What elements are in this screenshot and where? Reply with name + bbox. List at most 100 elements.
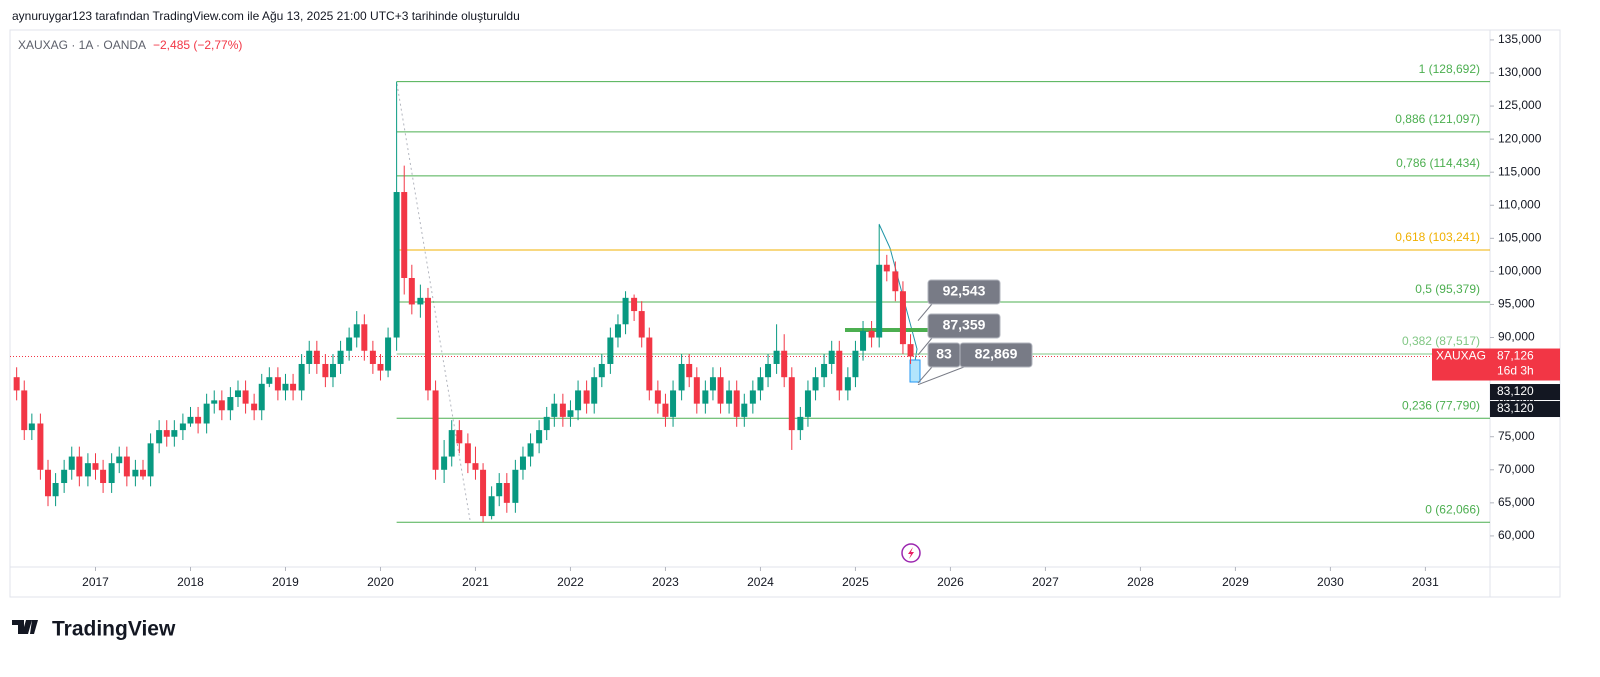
candle-body xyxy=(13,377,20,391)
candle-body xyxy=(797,416,804,431)
candle-body xyxy=(227,397,234,411)
candle-body xyxy=(456,430,463,444)
brand-mark xyxy=(12,620,38,634)
y-tick-label: 125,000 xyxy=(1498,98,1542,112)
x-tick-label: 2026 xyxy=(937,575,964,589)
candle-body xyxy=(622,297,629,325)
candle-body xyxy=(686,363,693,378)
candle-body xyxy=(37,423,44,470)
candle-body xyxy=(812,377,819,391)
y-tick-label: 135,000 xyxy=(1498,32,1542,46)
candle-body xyxy=(717,377,724,404)
candle-body xyxy=(432,390,439,470)
brand-logo[interactable]: TradingView xyxy=(12,618,176,641)
candle-body xyxy=(503,483,510,503)
candle-body xyxy=(68,456,75,470)
candle-body xyxy=(218,400,225,411)
fib-label: 0,886 (121,097) xyxy=(1395,112,1480,126)
candle-body xyxy=(424,297,431,391)
candle-body xyxy=(567,410,574,417)
candle-body xyxy=(654,390,661,404)
candle-body xyxy=(179,423,186,431)
candle-body xyxy=(472,463,479,470)
candle-body xyxy=(536,430,543,444)
candle-body xyxy=(61,469,68,484)
y-tick-label: 130,000 xyxy=(1498,65,1542,79)
candle-body xyxy=(788,377,795,431)
x-tick-label: 2025 xyxy=(842,575,869,589)
candle-body xyxy=(757,377,764,391)
candle-body xyxy=(512,469,519,503)
callout-label: 82,869 xyxy=(975,346,1018,362)
x-tick-label: 2029 xyxy=(1222,575,1249,589)
candle-body xyxy=(583,390,590,404)
candle-body xyxy=(614,324,621,338)
x-tick-label: 2024 xyxy=(747,575,774,589)
y-tick-label: 75,000 xyxy=(1498,429,1535,443)
candle-body xyxy=(298,363,305,391)
candle-body xyxy=(123,456,130,477)
fib-label: 0 (62,066) xyxy=(1425,502,1480,516)
candle-body xyxy=(709,377,716,391)
candle-body xyxy=(116,456,123,464)
candle-body xyxy=(836,350,843,391)
candle-body xyxy=(322,363,329,378)
x-tick-label: 2031 xyxy=(1412,575,1439,589)
candle-body xyxy=(163,430,170,437)
candle-body xyxy=(448,430,455,457)
symbol-line[interactable]: XAUXAG · 1A · OANDA xyxy=(18,38,146,52)
callout-label: 87,359 xyxy=(943,317,986,333)
callout-pointer xyxy=(917,303,933,322)
fib-label: 1 (128,692) xyxy=(1419,62,1480,76)
fib-label: 0,382 (87,517) xyxy=(1402,334,1480,348)
x-tick-label: 2017 xyxy=(82,575,109,589)
candle-body xyxy=(907,344,914,357)
candle-body xyxy=(519,456,526,470)
x-tick-label: 2030 xyxy=(1317,575,1344,589)
candle-body xyxy=(804,390,811,417)
candle-body xyxy=(693,377,700,404)
y-tick-label: 110,000 xyxy=(1498,197,1541,211)
candle-body xyxy=(417,297,424,305)
y-tick-label: 95,000 xyxy=(1498,297,1535,311)
axis-marker-label: 83,120 xyxy=(1497,384,1534,398)
candle-body xyxy=(234,390,241,398)
candle-body xyxy=(346,337,353,351)
candle-body xyxy=(21,390,28,431)
candle-body xyxy=(290,383,297,391)
x-tick-label: 2027 xyxy=(1032,575,1059,589)
candle-body xyxy=(195,416,202,424)
chart-frame xyxy=(9,29,1561,598)
candle-body xyxy=(84,463,91,477)
candle-body xyxy=(575,390,582,411)
candle-body xyxy=(883,264,890,272)
candle-body xyxy=(211,400,218,404)
candle-body xyxy=(187,416,194,424)
candle-body xyxy=(899,291,906,345)
countdown: 16d 3h xyxy=(1497,364,1534,378)
candle-body xyxy=(598,363,605,378)
candle-body xyxy=(408,277,415,305)
candle-body xyxy=(527,443,534,457)
callout-box xyxy=(959,342,1033,368)
event-icon[interactable] xyxy=(901,543,921,563)
callout-pointer xyxy=(917,366,965,386)
candle-body xyxy=(868,330,875,338)
candle-body xyxy=(258,383,265,411)
candle-body xyxy=(646,337,653,391)
candle-body xyxy=(353,324,360,338)
price-change: −2,485 (−2,77%) xyxy=(153,38,242,52)
fib-label: 0,786 (114,434) xyxy=(1396,156,1480,170)
y-tick-label: 105,000 xyxy=(1498,230,1542,244)
candle-body xyxy=(670,390,677,417)
candle-body xyxy=(749,390,756,404)
y-tick-label: 60,000 xyxy=(1498,528,1535,542)
callout-box xyxy=(927,279,1001,305)
candle-body xyxy=(844,377,851,391)
candle-body xyxy=(251,403,258,411)
candle-body xyxy=(306,350,313,364)
candle-body xyxy=(76,456,83,477)
